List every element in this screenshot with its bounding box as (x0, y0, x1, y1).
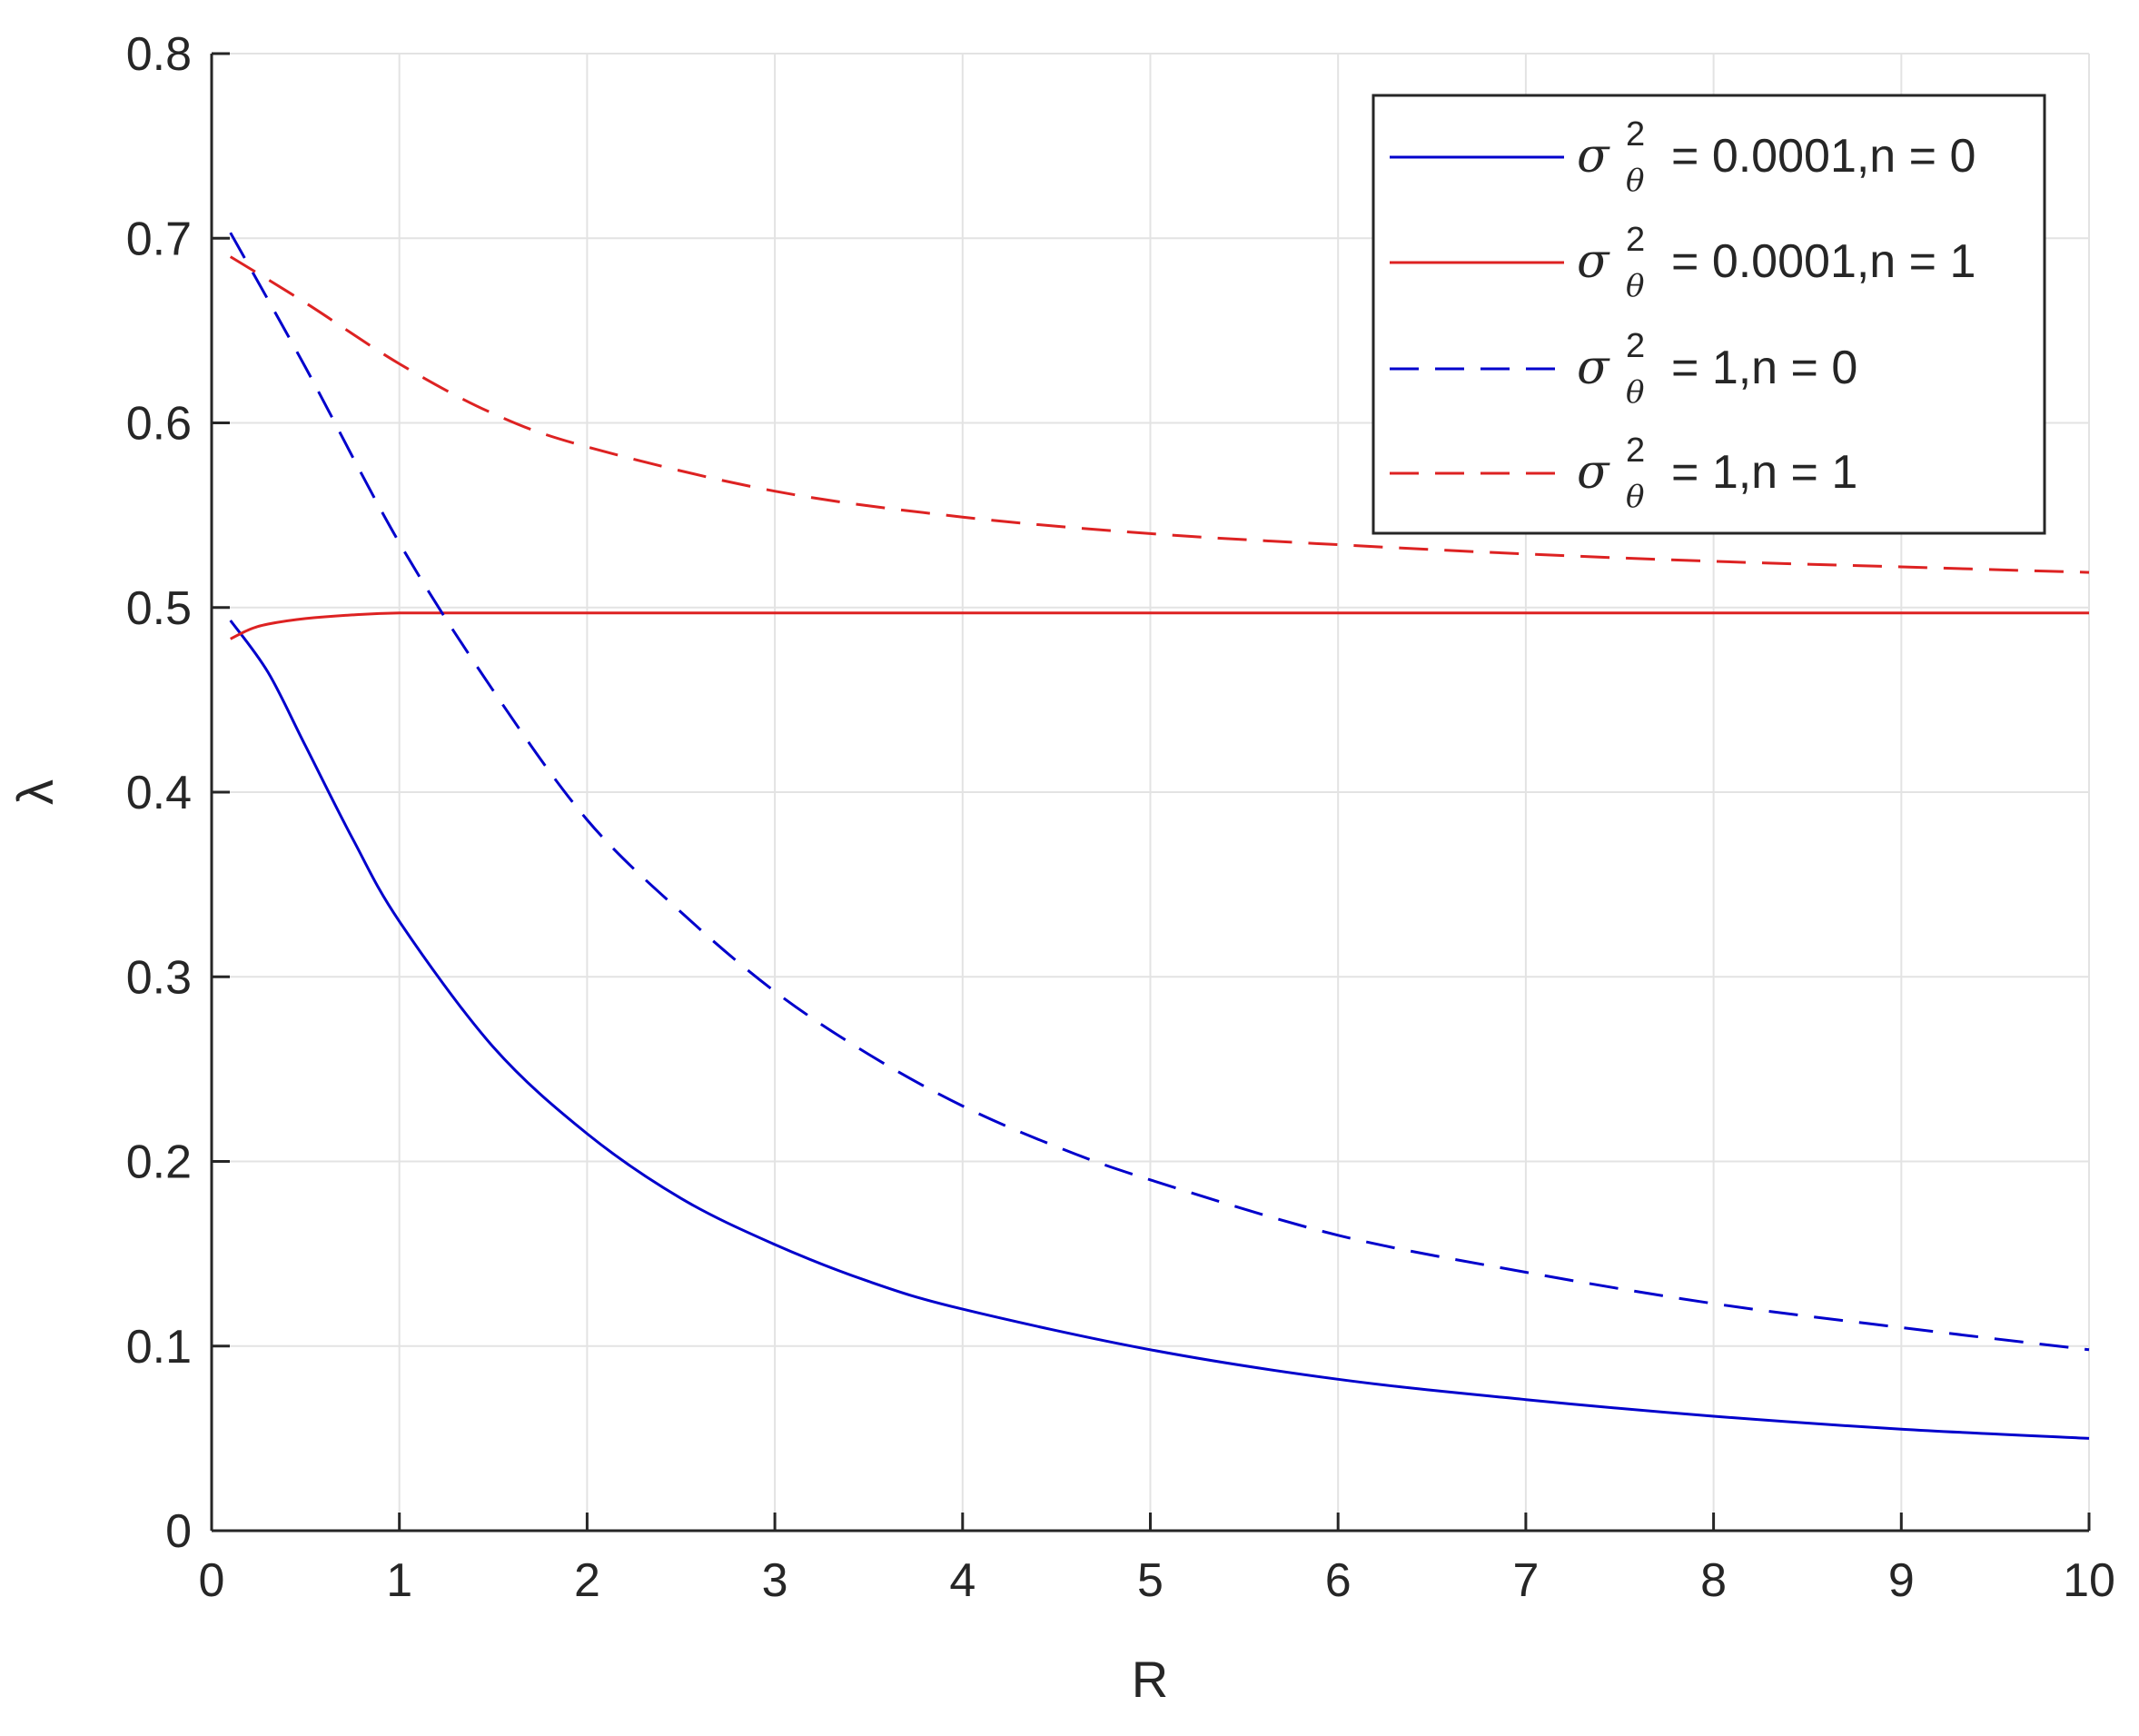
series-line-3 (229, 232, 2090, 1352)
y-tick-label: 0.6 (126, 398, 192, 451)
tick-labels: 0 1 2 3 4 5 6 7 8 9 10 0 0.1 0.2 0.3 0.4 0.5 0.6 0.7 0.8 (126, 28, 2115, 1607)
y-tick-label: 0.8 (126, 28, 192, 81)
series-layer (229, 232, 2090, 1440)
legend-superscript: 2 (1626, 327, 1645, 365)
x-tick-label: 1 (386, 1554, 412, 1607)
axes (210, 52, 2091, 1533)
legend-box (1372, 94, 2046, 535)
x-tick-label: 8 (1700, 1554, 1727, 1607)
legend-superscript: 2 (1626, 432, 1645, 470)
x-tick-label: 7 (1512, 1554, 1539, 1607)
legend-sigma: σ (1577, 234, 1610, 289)
x-tick-label: 10 (2063, 1554, 2115, 1607)
y-axis-label: λ (6, 779, 64, 805)
legend-superscript: 2 (1626, 221, 1645, 259)
legend-sigma: σ (1577, 341, 1610, 395)
series-line-1 (229, 620, 2090, 1440)
y-tick-label: 0.3 (126, 951, 192, 1004)
y-tick-label: 0.4 (126, 767, 192, 819)
legend-label-3: = 1,n = 0 (1671, 342, 1857, 394)
x-tick-label: 4 (949, 1554, 975, 1607)
series-line-4 (229, 255, 2090, 574)
y-tick-label: 0 (165, 1505, 192, 1558)
legend-label-4: = 1,n = 1 (1671, 446, 1857, 499)
x-tick-label: 6 (1325, 1554, 1352, 1607)
series-line-2 (230, 611, 2089, 640)
legend-superscript: 2 (1626, 115, 1645, 154)
x-tick-label: 3 (762, 1554, 788, 1607)
legend-label-1: = 0.0001,n = 0 (1671, 130, 1976, 183)
legend-sigma: σ (1577, 129, 1610, 184)
y-tick-label: 0.7 (126, 213, 192, 265)
legend-subscript: θ (1626, 479, 1644, 515)
legend-label-2: = 0.0001,n = 1 (1671, 235, 1976, 288)
y-tick-label: 0.5 (126, 582, 192, 635)
x-tick-label: 5 (1137, 1554, 1164, 1607)
x-tick-label: 2 (574, 1554, 600, 1607)
x-axis-label: R (1132, 1651, 1168, 1708)
y-tick-label: 0.2 (126, 1136, 192, 1189)
legend-sigma: σ (1577, 445, 1610, 500)
legend-subscript: θ (1626, 163, 1644, 199)
y-tick-label: 0.1 (126, 1321, 192, 1374)
x-tick-label: 0 (199, 1554, 225, 1607)
legend: σ 2θ = 0.0001,n = 0σ 2θ = 0.0001,n = 1σ 2θ … (1372, 94, 2046, 535)
legend-subscript: θ (1626, 374, 1644, 411)
x-tick-label: 9 (1888, 1554, 1915, 1607)
legend-subscript: θ (1626, 268, 1644, 304)
